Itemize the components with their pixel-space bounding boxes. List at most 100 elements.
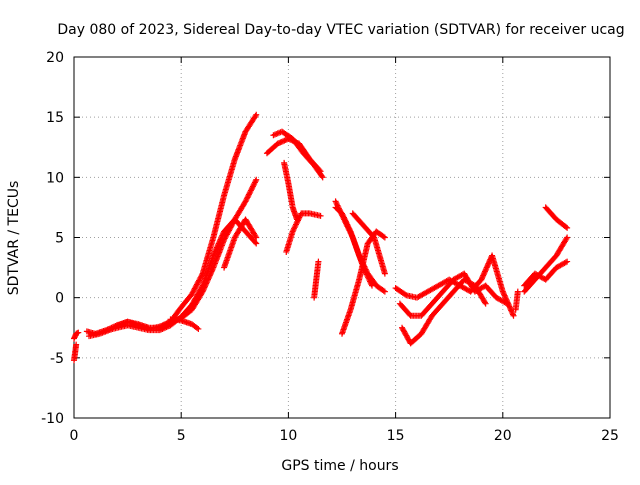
data-point-interp	[198, 271, 205, 278]
data-point-interp	[163, 320, 170, 327]
data-point	[564, 258, 571, 265]
data-point	[156, 323, 163, 330]
data-point-interp	[294, 218, 301, 225]
x-tick-label: 15	[387, 428, 405, 444]
data-point	[242, 198, 249, 205]
data-point-interp	[365, 274, 372, 281]
y-tick-label: 0	[55, 291, 64, 307]
data-point-interp	[340, 214, 347, 221]
data-point-interp	[563, 235, 570, 242]
data-point-interp	[293, 220, 300, 227]
series-track-10	[281, 159, 300, 223]
data-point-interp	[363, 270, 370, 277]
series-track-7	[221, 216, 260, 271]
x-tick-label: 25	[601, 428, 619, 444]
data-point-interp	[344, 222, 351, 229]
data-point	[75, 329, 82, 336]
data-point-interp	[502, 299, 509, 306]
data-point-interp	[363, 271, 370, 278]
data-point	[195, 325, 202, 332]
data-point-interp	[166, 319, 173, 326]
data-point	[332, 198, 339, 205]
data-point-interp	[291, 225, 298, 232]
data-point-interp	[198, 289, 205, 296]
data-point	[289, 228, 296, 235]
series-track-4	[86, 176, 260, 340]
data-point-interp	[346, 225, 353, 232]
data-point	[504, 300, 511, 307]
series-track-20	[512, 288, 521, 313]
data-point-interp	[346, 227, 353, 234]
series-track-1	[71, 341, 80, 364]
y-axis-label: SDTVAR / TECUs	[6, 181, 22, 296]
data-point	[253, 111, 260, 118]
data-point-interp	[249, 183, 256, 190]
data-point	[253, 240, 260, 247]
data-point-interp	[164, 319, 171, 326]
series-track-17	[392, 252, 517, 319]
data-point-interp	[295, 215, 302, 222]
data-point-interp	[341, 215, 348, 222]
data-point	[514, 288, 521, 295]
x-tick-label: 10	[279, 428, 297, 444]
data-point-interp	[292, 221, 299, 228]
data-point-interp	[278, 138, 285, 145]
data-point-interp	[251, 179, 258, 186]
data-point	[482, 300, 489, 307]
data-point-interp	[562, 259, 569, 266]
series-track-21	[521, 234, 571, 295]
data-point-interp	[249, 184, 256, 191]
data-point-interp	[282, 137, 289, 144]
data-point	[274, 140, 281, 147]
data-point-interp	[245, 191, 252, 198]
grid-layer	[74, 57, 610, 418]
data-point-interp	[252, 239, 259, 246]
data-point-interp	[194, 324, 201, 331]
data-point-interp	[366, 277, 373, 284]
y-tick-label: 5	[55, 231, 64, 247]
series-track-18	[396, 270, 511, 319]
data-point-interp	[252, 113, 259, 120]
data-point-interp	[250, 182, 257, 189]
data-point-interp	[247, 187, 254, 194]
data-point-interp	[245, 192, 252, 199]
data-point-interp	[296, 213, 303, 220]
y-tick-label: -10	[41, 411, 64, 427]
data-point-interp	[246, 190, 253, 197]
data-point-interp	[294, 217, 301, 224]
data-point	[381, 288, 388, 295]
data-point-interp	[281, 137, 288, 144]
series-track-6	[167, 316, 202, 332]
data-point-interp	[160, 321, 167, 328]
data-point-interp	[276, 140, 283, 147]
data-point	[564, 234, 571, 241]
data-point-interp	[367, 279, 374, 286]
data-point-interp	[367, 278, 374, 285]
data-point-interp	[159, 322, 166, 329]
series-track-11	[283, 210, 324, 255]
series-track-19	[399, 276, 489, 347]
data-point-interp	[342, 217, 349, 224]
data-point	[381, 270, 388, 277]
x-tick-label: 5	[177, 428, 186, 444]
data-point	[369, 282, 376, 289]
data-point-interp	[290, 227, 297, 234]
data-point-interp	[562, 223, 569, 230]
series-track-15	[339, 228, 388, 337]
data-point-interp	[481, 299, 488, 306]
data-point-interp	[277, 139, 284, 146]
chart-title: Day 080 of 2023, Sidereal Day-to-day VTE…	[57, 22, 624, 38]
data-point-interp	[248, 186, 255, 193]
data-point-interp	[252, 178, 259, 185]
data-point-interp	[244, 194, 251, 201]
data-point-interp	[158, 322, 165, 329]
data-point	[315, 258, 322, 265]
data-point-interp	[280, 138, 287, 145]
data-point-interp	[251, 180, 258, 187]
data-point-interp	[252, 233, 259, 240]
data-point-interp	[343, 220, 350, 227]
data-point-interp	[296, 214, 303, 221]
data-point-interp	[291, 224, 298, 231]
